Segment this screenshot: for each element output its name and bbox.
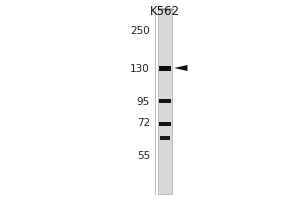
Bar (159, 122, 171, 126)
Bar (159, 99, 171, 103)
Bar (159, 66, 171, 71)
Bar (158, 8, 172, 194)
Polygon shape (174, 65, 188, 71)
Text: 95: 95 (137, 97, 150, 107)
Text: 55: 55 (137, 151, 150, 161)
Text: 250: 250 (130, 26, 150, 36)
Text: K562: K562 (150, 5, 180, 18)
Text: 130: 130 (130, 64, 150, 74)
Text: 72: 72 (137, 118, 150, 128)
Bar (160, 136, 170, 140)
